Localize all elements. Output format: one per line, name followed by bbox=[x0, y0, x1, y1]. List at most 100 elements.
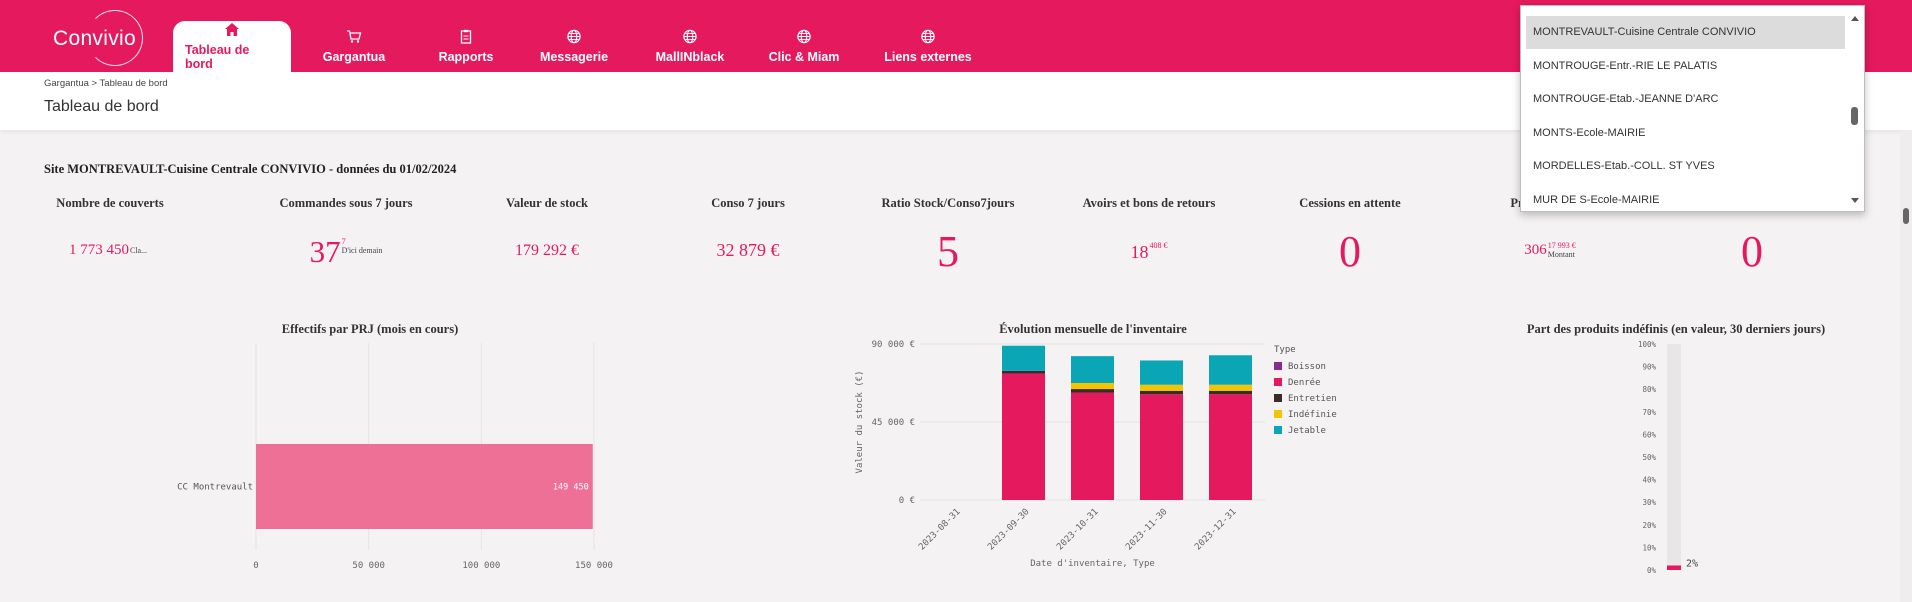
dropdown-option[interactable]: MONTREVAULT-Cuisine Centrale CONVIVIO bbox=[1526, 16, 1845, 49]
page-scrollbar[interactable] bbox=[1900, 130, 1912, 602]
kpi-value-avoirs[interactable]: 18 408 € bbox=[1130, 241, 1168, 263]
kpi-value-couverts[interactable]: 1 773 450 Cla... bbox=[69, 242, 147, 259]
bar-value-label: 2% bbox=[1686, 558, 1698, 569]
chart-title-inventaire: Évolution mensuelle de l'inventaire bbox=[999, 322, 1187, 336]
kpi-value-couverts-sub: Cla... bbox=[130, 242, 147, 256]
nav-tab-clic-miam[interactable]: Clic & Miam bbox=[747, 21, 861, 72]
bar-segment-entretien bbox=[1071, 389, 1114, 393]
x-tick-label: 2023-09-30 bbox=[986, 507, 1031, 552]
site-select-dropdown[interactable]: MUR DE S-Ecole-MAIRIE MORDELLES-Etab.-COL… bbox=[1520, 5, 1865, 212]
bar-segment-indéfinie bbox=[1209, 384, 1252, 391]
chart-title-indefinis: Part des produits indéfinis (en valeur, … bbox=[1526, 322, 1826, 336]
kpi-value-stock[interactable]: 179 292 € bbox=[515, 242, 579, 259]
breadcrumb[interactable]: Gargantua > Tableau de bord bbox=[44, 78, 168, 89]
x-tick-label: 2023-11-30 bbox=[1124, 507, 1169, 552]
bar-segment-jetable bbox=[1140, 360, 1183, 385]
kpi-value-couverts-main: 1 773 450 bbox=[68, 242, 129, 258]
bar-segment-denrée bbox=[1002, 373, 1045, 500]
kpi-value-partial-caption: Montant bbox=[1547, 249, 1575, 259]
bar-segment-jetable bbox=[1209, 355, 1252, 385]
nav-tab-mallinblack[interactable]: MallINblack bbox=[633, 21, 747, 72]
chart-prj[interactable]: 0 50 000 100 000 150 000 CC Montrevault 149 4… bbox=[170, 335, 620, 575]
kpi-label-conso: Conso 7 jours bbox=[711, 196, 785, 210]
bar-segment-jetable bbox=[1002, 345, 1045, 371]
kpi-value-commandes-sub: 7 D'ici demain bbox=[341, 237, 383, 256]
nav-tab-label: Liens externes bbox=[884, 50, 972, 64]
x-tick-label: 2023-10-31 bbox=[1055, 507, 1100, 552]
kpi-label-stock: Valeur de stock bbox=[506, 196, 588, 210]
site-title: Site MONTREVAULT-Cuisine Centrale CONVIV… bbox=[44, 162, 457, 176]
dropdown-option[interactable]: MORDELLES-Etab.-COLL. ST YVES bbox=[1533, 160, 1715, 172]
y-tick-label: 50% bbox=[1642, 453, 1656, 462]
main-nav: Tableau de bord Gargantua Rapports Messager… bbox=[173, 21, 995, 72]
nav-tab-label: Gargantua bbox=[322, 50, 386, 64]
dropdown-scrollbar-thumb[interactable] bbox=[1851, 107, 1858, 125]
kpi-value-avoirs-sup: 408 € bbox=[1149, 241, 1168, 250]
nav-tab-label: MallINblack bbox=[655, 50, 725, 64]
y-tick-label: 10% bbox=[1642, 543, 1656, 552]
nav-tab-liens-externes[interactable]: Liens externes bbox=[861, 21, 995, 72]
legend-title: Type bbox=[1274, 345, 1296, 355]
legend-label: Entretien bbox=[1288, 394, 1337, 404]
nav-tab-label: Tableau de bord bbox=[185, 43, 250, 71]
dropdown-option[interactable]: MONTROUGE-Etab.-JEANNE D'ARC bbox=[1533, 93, 1719, 105]
kpi-value-couverts-caption: Cla... bbox=[129, 246, 148, 255]
kpi-label-ratio: Ratio Stock/Conso7jours bbox=[881, 196, 1015, 210]
nav-tab-rapports[interactable]: Rapports bbox=[417, 21, 515, 72]
convivio-logo[interactable]: Convivio bbox=[45, 10, 155, 66]
scroll-up-arrow-icon[interactable] bbox=[1851, 16, 1859, 21]
legend-swatch-boisson bbox=[1274, 362, 1282, 370]
y-tick-label: 0 € bbox=[899, 496, 915, 506]
kpi-label-avoirs: Avoirs et bons de retours bbox=[1082, 196, 1216, 210]
nav-tab-label: Messagerie bbox=[539, 50, 609, 64]
x-tick-label: 2023-08-31 bbox=[917, 507, 962, 552]
bar-cc-montrevault bbox=[256, 444, 593, 529]
bar-value-label: 149 450 bbox=[553, 483, 589, 493]
kpi-value-ratio[interactable]: 5 bbox=[937, 227, 959, 276]
scroll-down-arrow-icon[interactable] bbox=[1851, 198, 1859, 203]
cart-icon bbox=[346, 29, 362, 45]
y-tick-label: 30% bbox=[1642, 498, 1656, 507]
x-tick-label: 50 000 bbox=[352, 561, 385, 571]
kpi-value-commandes-caption: D'ici demain bbox=[341, 245, 383, 255]
dropdown-option[interactable]: MONTROUGE-Entr.-RIE LE PALATIS bbox=[1533, 59, 1718, 72]
kpi-value-avoirs-sub: 408 € bbox=[1149, 241, 1168, 251]
bar-segment-denrée bbox=[1209, 394, 1252, 500]
kpi-value-conso[interactable]: 32 879 € bbox=[716, 240, 780, 260]
chart-indefinis[interactable]: 100% 90% 80% 70% 60% 50% 40% 30% 20% 10% 0% 2% bbox=[1480, 332, 1710, 582]
legend-swatch-denrée bbox=[1274, 378, 1282, 386]
x-tick-label: 100 000 bbox=[462, 561, 500, 571]
kpi-label-commandes: Commandes sous 7 jours bbox=[279, 196, 413, 210]
page-scrollbar-thumb[interactable] bbox=[1903, 208, 1909, 224]
legend-label: Denrée bbox=[1288, 377, 1321, 388]
y-tick-label: 90 000 € bbox=[872, 340, 915, 350]
dropdown-option[interactable]: MONTS-Ecole-MAIRIE bbox=[1533, 126, 1646, 139]
bar-segment-entretien bbox=[1209, 390, 1252, 395]
kpi-label-cessions: Cessions en attente bbox=[1299, 196, 1401, 210]
kpi-value-commandes[interactable]: 37 7 D'ici demain bbox=[310, 234, 383, 270]
page-title: Tableau de bord bbox=[44, 98, 159, 115]
dropdown-option[interactable]: MUR DE S-Ecole-MAIRIE bbox=[1533, 193, 1660, 206]
kpi-value-cessions[interactable]: 0 bbox=[1339, 227, 1361, 276]
logo-ring bbox=[87, 10, 143, 66]
y-tick-label: 60% bbox=[1642, 430, 1656, 439]
y-tick-label: 90% bbox=[1642, 363, 1656, 372]
kpi-value-partial[interactable]: 306 17 993 € Montant bbox=[1524, 241, 1576, 260]
legend-label: Indéfinie bbox=[1288, 409, 1337, 420]
chart-title-prj: Effectifs par PRJ (mois en cours) bbox=[281, 322, 459, 336]
dropdown-scrollbar[interactable] bbox=[1846, 6, 1864, 211]
kpi-value-partial-main: 306 bbox=[1524, 242, 1547, 258]
kpi-value-last[interactable]: 0 bbox=[1741, 227, 1763, 276]
kpi-label-couverts: Nombre de couverts bbox=[56, 196, 164, 210]
nav-tab-gargantua[interactable]: Gargantua bbox=[291, 21, 417, 72]
legend-swatch-entretien bbox=[1274, 394, 1282, 402]
kpi-value-avoirs-main: 18 bbox=[1130, 242, 1149, 262]
nav-tab-tableau-de-bord[interactable]: Tableau de bord bbox=[173, 21, 291, 72]
nav-tab-messagerie[interactable]: Messagerie bbox=[515, 21, 633, 72]
y-tick-label: 100% bbox=[1638, 340, 1657, 349]
chart-inventaire[interactable]: 90 000 € 45 000 € 0 € Valeur du stock (€) 20… bbox=[850, 332, 1370, 572]
y-tick-label: 80% bbox=[1642, 385, 1656, 394]
globe-icon bbox=[682, 29, 698, 45]
kpi-value-commandes-main: 37 bbox=[309, 234, 341, 269]
y-tick-label: 70% bbox=[1642, 408, 1656, 417]
